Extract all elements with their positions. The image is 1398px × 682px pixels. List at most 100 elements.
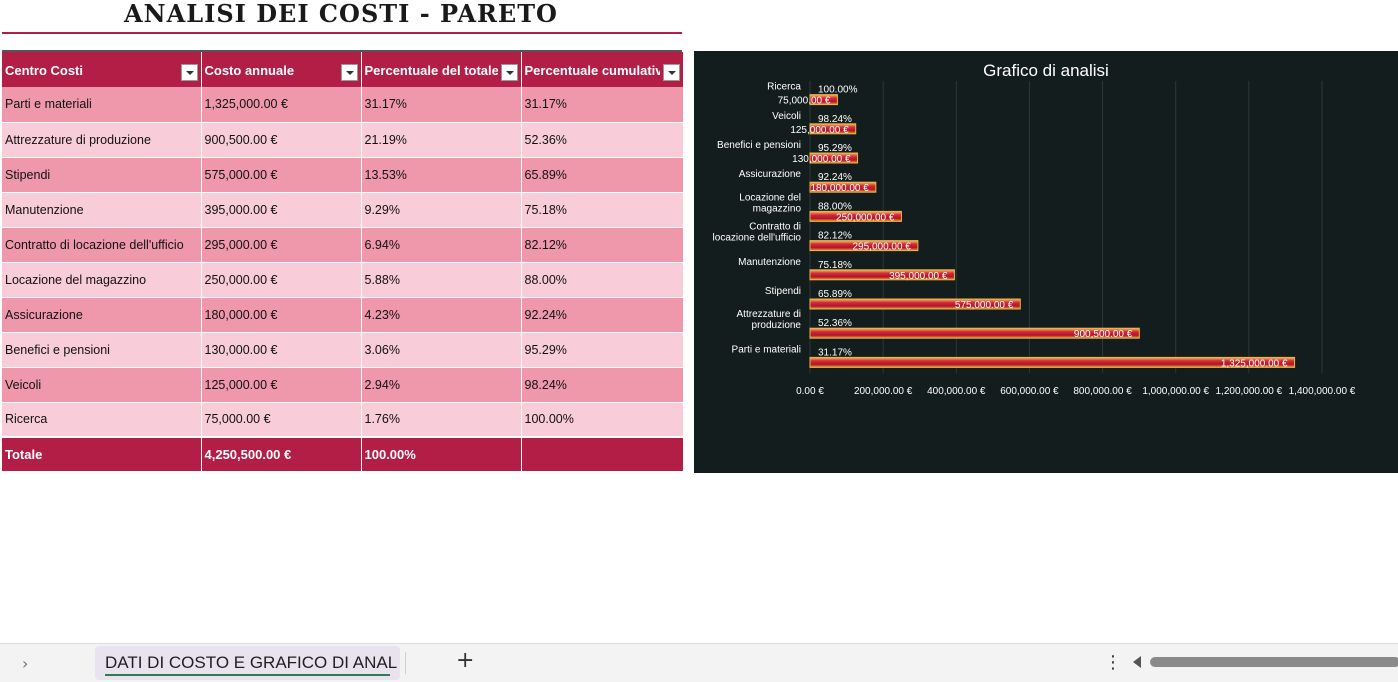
cell-cumulative-percent[interactable]: 82.12% [521, 227, 684, 263]
cell-cost-center[interactable]: Parti e materiali [2, 87, 202, 123]
cell-percent-of-total[interactable]: 9.29% [361, 192, 522, 228]
header-percent-of-total[interactable]: Percentuale del totale [361, 52, 522, 87]
cell-cumulative-percent[interactable]: 100.00% [521, 402, 684, 438]
cell-annual-cost[interactable]: 180,000.00 € [201, 297, 362, 333]
category-label: Ricerca [767, 82, 801, 93]
table-row: Contratto di locazione dell'ufficio 295,0… [2, 227, 684, 263]
cell-cumulative-percent[interactable]: 31.17% [521, 87, 684, 123]
cell-percent-of-total[interactable]: 13.53% [361, 157, 522, 193]
cell-percent-of-total[interactable]: 3.06% [361, 332, 522, 368]
table-row: Attrezzature di produzione 900,500.00 €21… [2, 122, 684, 158]
category-label: locazione dell'ufficio [713, 233, 802, 244]
category-label: Assicurazione [739, 169, 802, 180]
cell-cost-center[interactable]: Ricerca [2, 402, 202, 438]
cell-cumulative-percent[interactable]: 65.89% [521, 157, 684, 193]
cumulative-label: 65.89% [818, 289, 852, 300]
bar [809, 152, 859, 164]
cell-cost-center[interactable]: Veicoli [2, 367, 202, 403]
page-title: ANALISI DEI COSTI - PARETO [124, 0, 558, 28]
cell-cumulative-percent[interactable]: 98.24% [521, 367, 684, 403]
pareto-chart[interactable]: Grafico di analisi 0.00 € 200,000.00 € 400,… [694, 51, 1398, 473]
cell-percent-of-total[interactable]: 4.23% [361, 297, 522, 333]
data-label: 180,000.00 € [810, 183, 869, 194]
cell-cost-center[interactable]: Locazione del magazzino [2, 262, 202, 298]
cell-cumulative-percent[interactable]: 75.18% [521, 192, 684, 228]
bar [809, 298, 1021, 310]
bar [809, 240, 919, 252]
add-sheet-icon[interactable]: + [456, 648, 475, 673]
cell-cumulative-percent[interactable]: 88.00% [521, 262, 684, 298]
cell-annual-cost[interactable]: 250,000.00 € [201, 262, 362, 298]
cell-annual-cost[interactable]: 395,000.00 € [201, 192, 362, 228]
cell-annual-cost[interactable]: 125,000.00 € [201, 367, 362, 403]
bar [809, 123, 857, 135]
cell-annual-cost[interactable]: 900,500.00 € [201, 122, 362, 158]
table-top-border [2, 50, 682, 53]
cell-cumulative-percent[interactable]: 95.29% [521, 332, 684, 368]
cumulative-label: 100.00% [818, 85, 858, 96]
category-label: Manutenzione [738, 257, 801, 268]
filter-dropdown-icon[interactable] [340, 64, 358, 81]
data-label: 395,000.00 € [889, 271, 948, 282]
cell-cumulative-percent[interactable]: 52.36% [521, 122, 684, 158]
cell-annual-cost[interactable]: 75,000.00 € [201, 402, 362, 438]
cumulative-label: 98.24% [818, 114, 852, 125]
total-cum[interactable] [521, 436, 684, 471]
total-cost[interactable]: 4,250,500.00 € [201, 436, 362, 471]
bar [809, 269, 955, 281]
cell-annual-cost[interactable]: 575,000.00 € [201, 157, 362, 193]
cell-annual-cost[interactable]: 295,000.00 € [201, 227, 362, 263]
cell-percent-of-total[interactable]: 5.88% [361, 262, 522, 298]
cell-cost-center[interactable]: Benefici e pensioni [2, 332, 202, 368]
cell-cumulative-percent[interactable]: 92.24% [521, 297, 684, 333]
total-label[interactable]: Totale [2, 436, 202, 471]
cell-percent-of-total[interactable]: 1.76% [361, 402, 522, 438]
cell-percent-of-total[interactable]: 2.94% [361, 367, 522, 403]
scroll-left-icon[interactable] [1133, 656, 1141, 668]
cumulative-label: 95.29% [818, 143, 852, 154]
table-row: Parti e materiali 1,325,000.00 €31.17% 31.… [2, 87, 684, 123]
filter-dropdown-icon[interactable] [180, 64, 198, 81]
cell-percent-of-total[interactable]: 21.19% [361, 122, 522, 158]
chevron-right-icon[interactable]: › [22, 654, 29, 673]
data-label: 130,000.00 € [792, 154, 851, 165]
cumulative-label: 31.17% [818, 347, 852, 358]
cell-percent-of-total[interactable]: 31.17% [361, 87, 522, 123]
header-cumulative-percent[interactable]: Percentuale cumulativa [521, 52, 684, 87]
cell-annual-cost[interactable]: 1,325,000.00 € [201, 87, 362, 123]
filter-dropdown-icon[interactable] [662, 64, 680, 81]
category-label: Stipendi [765, 286, 801, 297]
title-underline [2, 32, 682, 34]
x-tick-label: 1,200,000.00 € [1215, 386, 1282, 397]
horizontal-scrollbar[interactable] [1150, 657, 1398, 667]
category-label: produzione [752, 320, 802, 331]
cell-cost-center[interactable]: Assicurazione [2, 297, 202, 333]
bar [809, 210, 902, 222]
sheet-tab-bar: › DATI DI COSTO E GRAFICO DI ANAL + ⋮ [0, 643, 1398, 682]
x-tick-label: 600,000.00 € [1000, 386, 1059, 397]
data-label: 900,500.00 € [1074, 329, 1133, 340]
sheet-tab-active[interactable]: DATI DI COSTO E GRAFICO DI ANAL [95, 646, 400, 680]
filter-dropdown-icon[interactable] [500, 64, 518, 81]
cell-cost-center[interactable]: Stipendi [2, 157, 202, 193]
cell-cost-center[interactable]: Manutenzione [2, 192, 202, 228]
data-label: 1,325,000.00 € [1221, 358, 1288, 369]
header-cost-center[interactable]: Centro Costi [2, 52, 202, 87]
table-row: Ricerca 75,000.00 €1.76% 100.00% [2, 402, 684, 438]
x-tick-label: 200,000.00 € [854, 386, 913, 397]
data-label: 250,000.00 € [836, 212, 895, 223]
more-options-icon[interactable]: ⋮ [1104, 652, 1122, 673]
cell-percent-of-total[interactable]: 6.94% [361, 227, 522, 263]
category-label: magazzino [753, 203, 802, 214]
cell-cost-center[interactable]: Attrezzature di produzione [2, 122, 202, 158]
cell-annual-cost[interactable]: 130,000.00 € [201, 332, 362, 368]
cumulative-label: 82.12% [818, 231, 852, 242]
data-label: 75,000.00 € [778, 96, 831, 107]
x-tick-label: 800,000.00 € [1073, 386, 1132, 397]
total-pct[interactable]: 100.00% [361, 436, 522, 471]
sheet-tab-label: DATI DI COSTO E GRAFICO DI ANAL [105, 653, 398, 672]
cumulative-label: 75.18% [818, 260, 852, 271]
cell-cost-center[interactable]: Contratto di locazione dell'ufficio [2, 227, 202, 263]
header-annual-cost[interactable]: Costo annuale [201, 52, 362, 87]
chart-title: Grafico di analisi [983, 61, 1109, 80]
